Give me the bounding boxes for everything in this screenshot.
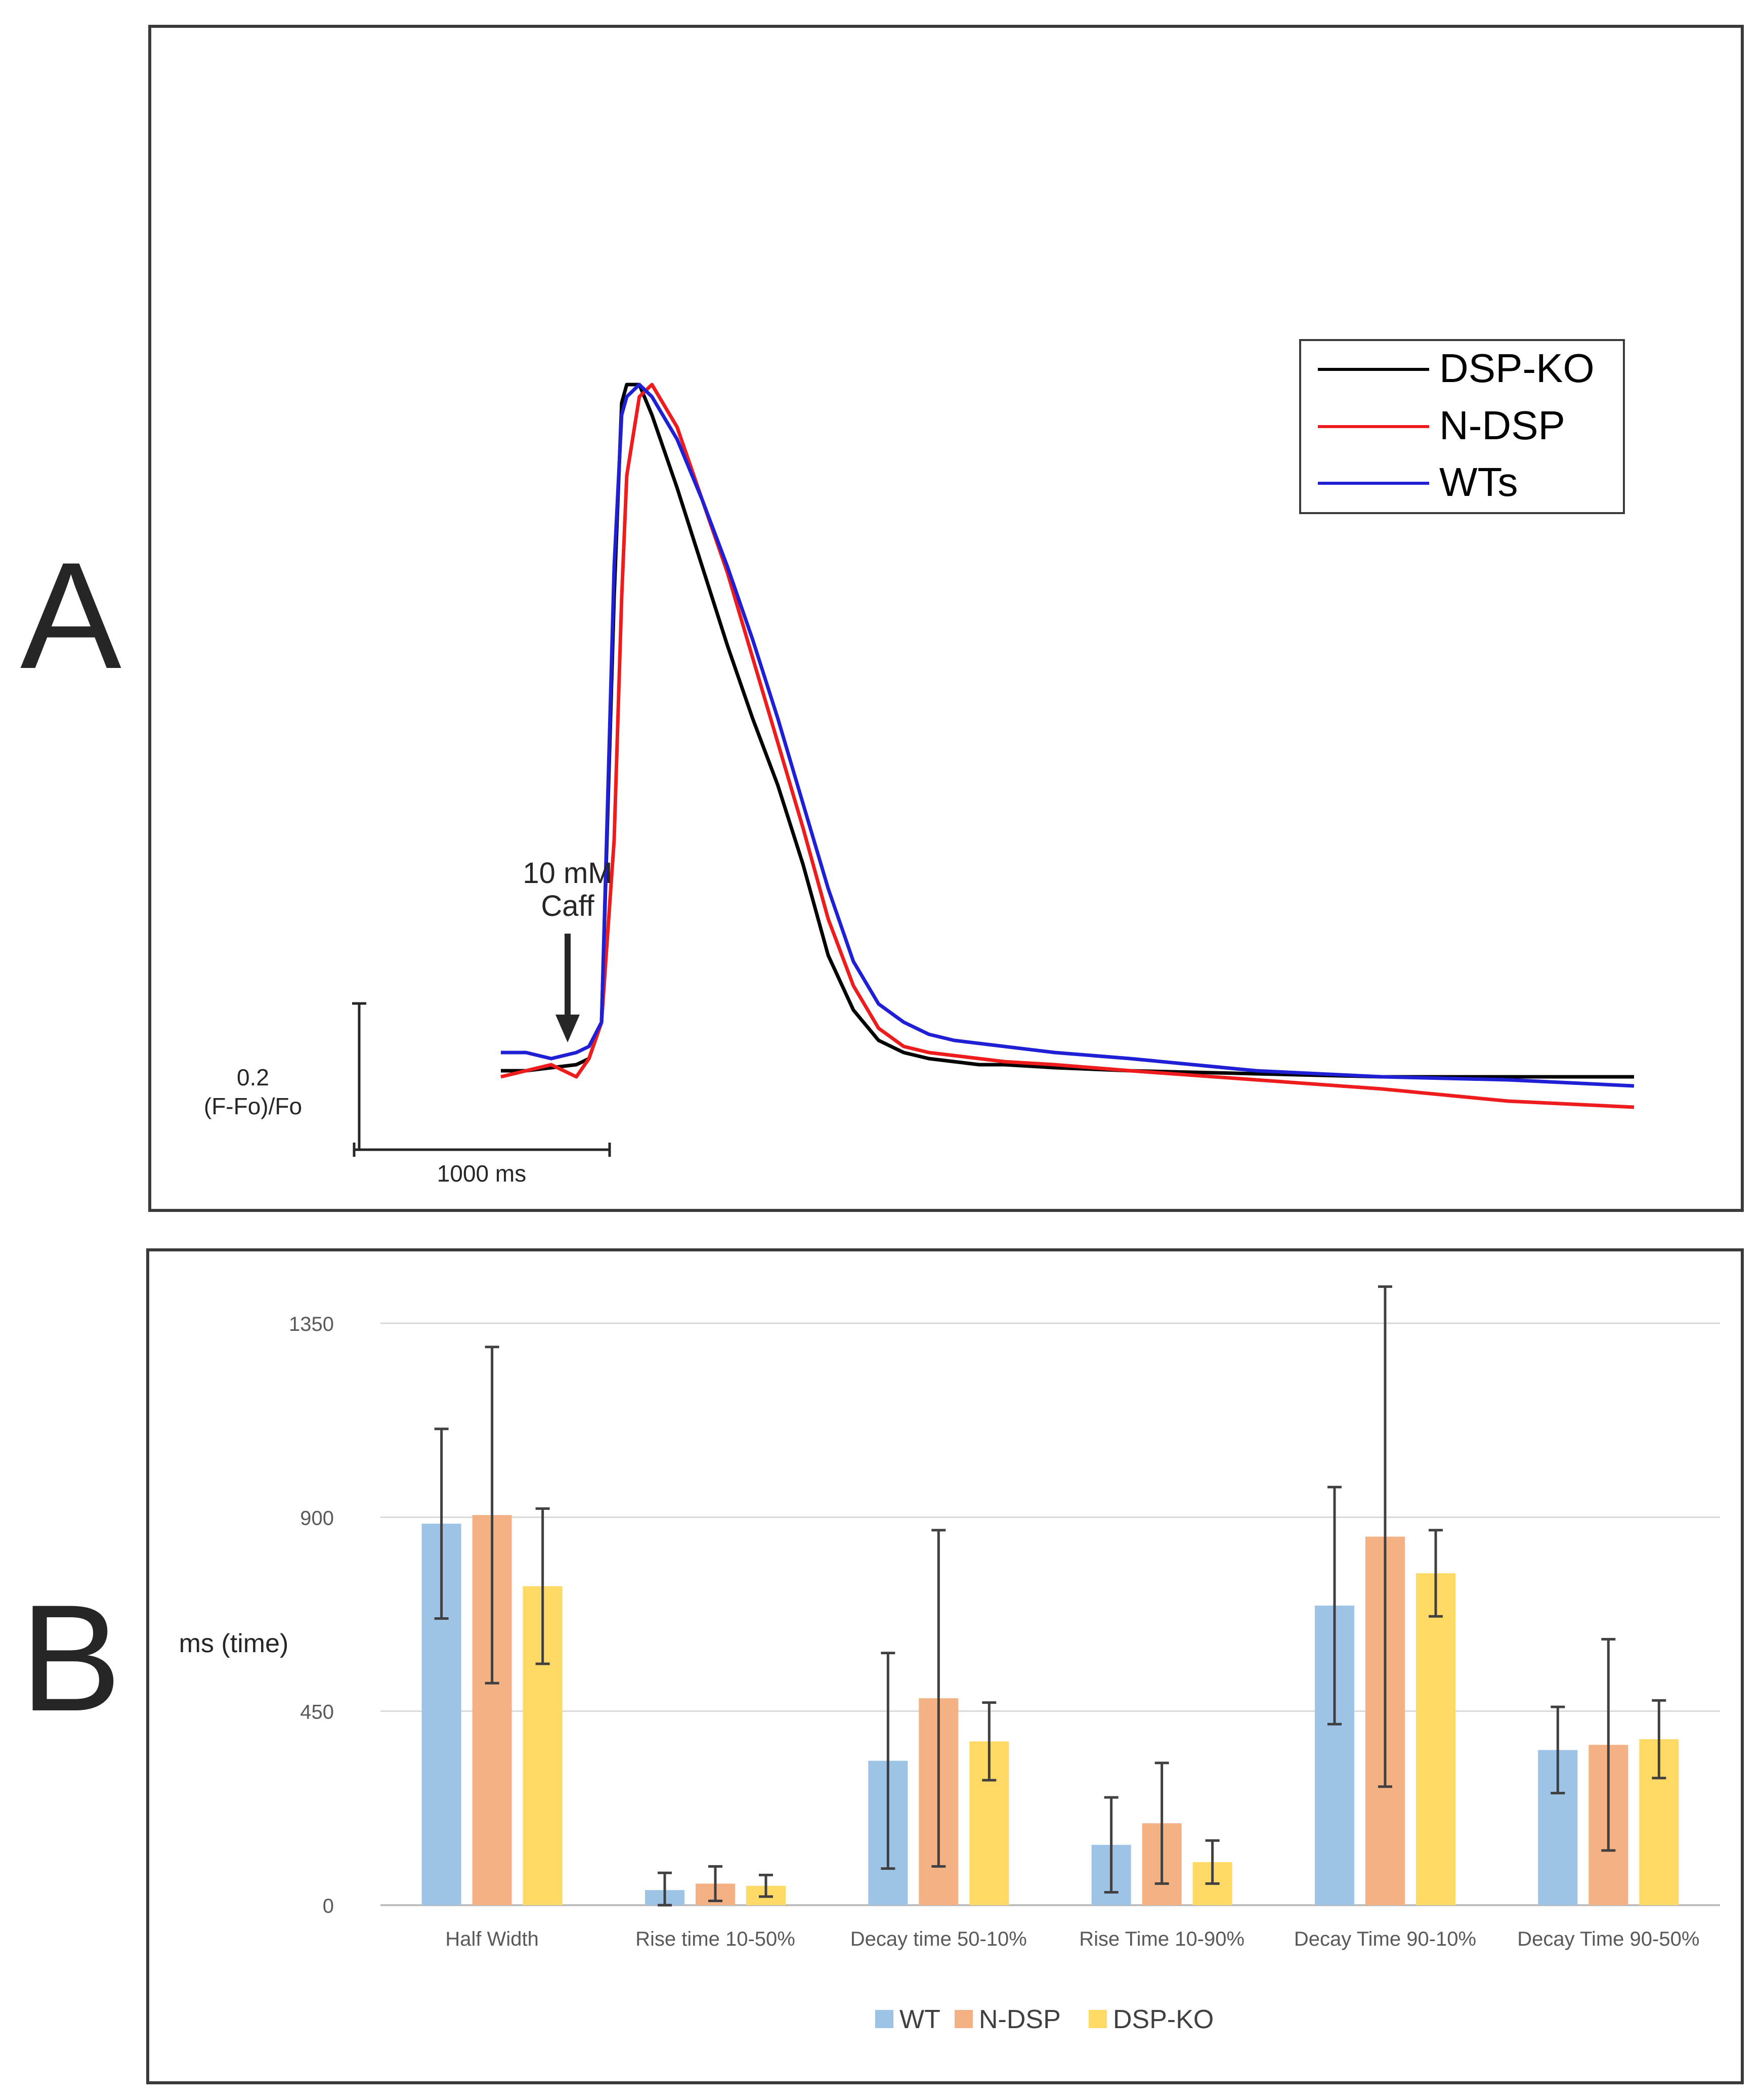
scale-bar-x-label: 1000 ms [437, 1160, 526, 1187]
panel-b-letter: B [20, 1573, 121, 1743]
legend-label-dsp-ko-bar: DSP-KO [1113, 2005, 1214, 2034]
error-bar [1429, 1529, 1443, 1618]
y-tick-label: 1350 [289, 1313, 334, 1335]
x-category-label: Decay time 50-10% [850, 1928, 1027, 1950]
error-bar [434, 1427, 449, 1620]
legend-swatch-dsp-ko [1089, 2010, 1107, 2028]
legend-label-wts: WTs [1439, 459, 1518, 505]
y-tick-label: 0 [323, 1895, 334, 1917]
error-bar [535, 1507, 550, 1665]
bar-legend: WT N-DSP DSP-KO [875, 2005, 1214, 2034]
x-category-label: Half Width [445, 1928, 539, 1950]
error-bar [1551, 1705, 1565, 1795]
legend-label-n-dsp: N-DSP [1439, 403, 1565, 448]
bar-chart: 0 450 900 1350 Half Width Rise time 10-50% Dec… [289, 1285, 1720, 1950]
x-category-label: Rise time 10-50% [635, 1928, 795, 1950]
error-bar [1104, 1796, 1119, 1894]
caffeine-label-line1: 10 mM [523, 857, 612, 890]
error-bar [1327, 1486, 1342, 1726]
y-tick-label: 450 [300, 1701, 334, 1724]
panel-b-frame [146, 1248, 1744, 2084]
error-bar [1205, 1839, 1220, 1885]
error-bar [1378, 1285, 1392, 1788]
bar-chart-y-axis-label: ms (time) [179, 1629, 289, 1658]
caffeine-annotation: 10 mM Caff [523, 857, 613, 1042]
scale-bar: 0.2 (F-Fo)/Fo 1000 ms [204, 1002, 611, 1187]
x-category-label: Rise Time 10-90% [1079, 1928, 1244, 1950]
legend-swatch-n-dsp [955, 2010, 973, 2028]
panel-a-letter: A [20, 530, 122, 700]
x-category-label: Decay Time 90-50% [1517, 1928, 1699, 1950]
scale-bar-y-unit: (F-Fo)/Fo [204, 1093, 302, 1119]
error-bar [658, 1871, 672, 1907]
legend-swatch-wt [875, 2010, 893, 2028]
y-tick-label: 900 [300, 1507, 334, 1529]
error-bar [759, 1873, 773, 1898]
bar-dsp-ko-4 [1416, 1573, 1455, 1905]
error-bar [1154, 1761, 1169, 1885]
legend-label-n-dsp-bar: N-DSP [979, 2005, 1061, 2034]
legend-label-wt: WT [899, 2005, 940, 2034]
scale-bar-y-value: 0.2 [237, 1064, 269, 1090]
error-bar [1601, 1637, 1616, 1852]
panel-a-frame [148, 25, 1744, 1212]
caffeine-arrow-head [555, 1015, 580, 1042]
caffeine-label-line2: Caff [541, 890, 594, 922]
x-category-label: Decay Time 90-10% [1294, 1928, 1476, 1950]
trace-plot [500, 383, 1635, 1109]
legend-label-dsp-ko: DSP-KO [1439, 346, 1595, 391]
trace-wts [501, 383, 1635, 1088]
error-bar [931, 1529, 946, 1868]
error-bar [881, 1652, 895, 1870]
error-bar [485, 1346, 499, 1685]
trace-legend: DSP-KO N-DSP WTs [1299, 339, 1625, 514]
error-bar [982, 1701, 997, 1782]
error-bar [708, 1865, 722, 1902]
error-bar [1652, 1699, 1666, 1780]
